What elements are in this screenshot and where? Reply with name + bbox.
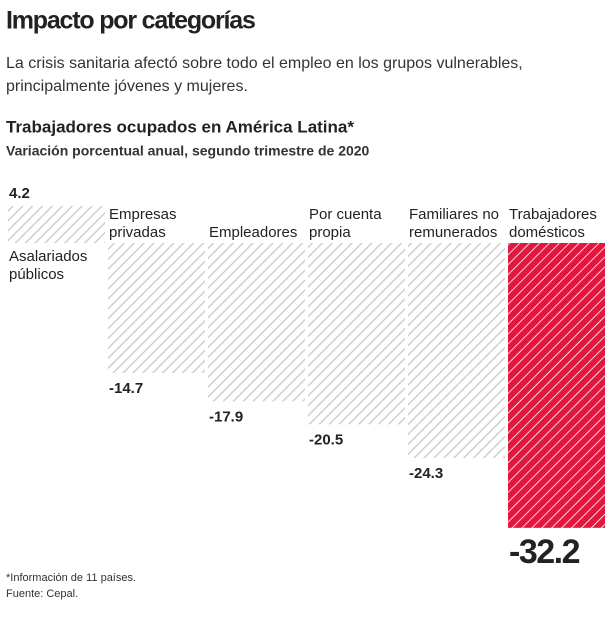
footnote: Fuente: Cepal.	[6, 588, 78, 600]
chart-subtitle: Variación porcentual anual, segundo trim…	[6, 143, 370, 159]
bar	[308, 243, 405, 425]
subtitle: La crisis sanitaria afectó sobre todo el…	[6, 55, 523, 72]
value-label: -24.3	[409, 465, 443, 482]
subtitle: principalmente jóvenes y mujeres.	[6, 78, 248, 95]
value-label: 4.2	[9, 185, 30, 202]
chart-title: Trabajadores ocupados en América Latina*	[6, 117, 354, 136]
category-label: Asalariados públicos	[9, 248, 87, 283]
category-label: Por cuenta propia	[309, 206, 382, 241]
value-label: -20.5	[309, 431, 343, 448]
category-label: Familiares no remunerados	[409, 206, 499, 241]
category-label: Empresas privadas	[109, 206, 177, 241]
bar	[108, 243, 205, 374]
footnote: *Información de 11 países.	[6, 572, 136, 584]
bar	[508, 243, 605, 528]
bar	[408, 243, 505, 458]
page-title: Impacto por categorías	[6, 7, 255, 35]
bar	[208, 243, 305, 402]
category-label: Trabajadores domésticos	[509, 206, 597, 241]
category-label: Empleadores	[209, 224, 297, 241]
value-label: -32.2	[509, 533, 580, 571]
bar	[8, 205, 105, 243]
value-label: -17.9	[209, 408, 243, 425]
value-label: -14.7	[109, 380, 143, 397]
